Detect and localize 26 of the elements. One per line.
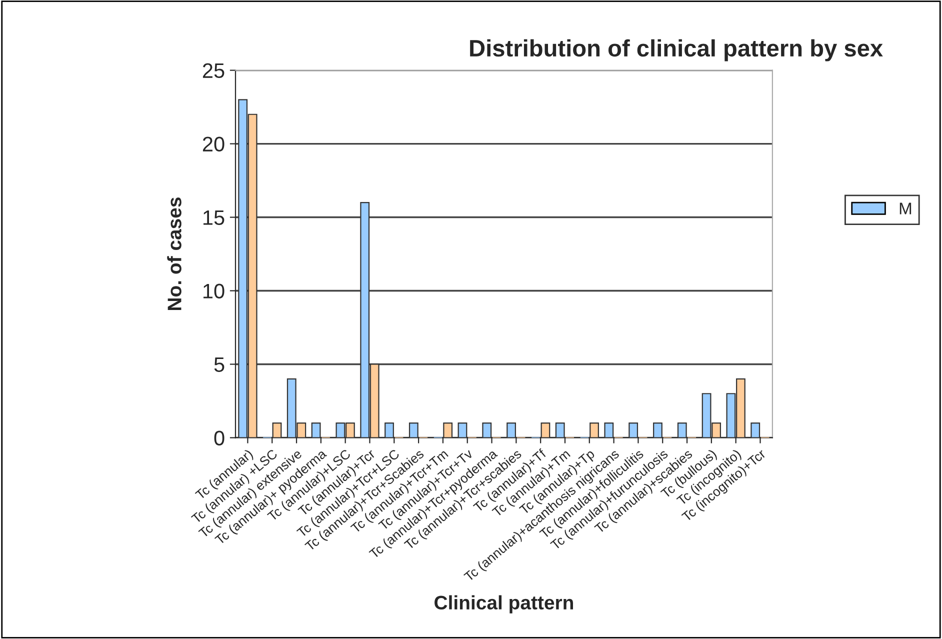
bar bbox=[311, 422, 321, 438]
bar bbox=[628, 422, 638, 438]
bar bbox=[482, 422, 492, 438]
bar bbox=[408, 422, 418, 438]
y-tick-label: 0 bbox=[214, 430, 224, 446]
chart-title: Distribution of clinical pattern by sex bbox=[470, 39, 883, 62]
bar bbox=[555, 422, 565, 438]
bar bbox=[458, 422, 468, 438]
bar bbox=[272, 422, 282, 438]
y-tick-label: 20 bbox=[202, 136, 224, 152]
bar bbox=[443, 422, 453, 438]
y-axis-title: No. of cases bbox=[167, 198, 182, 310]
bar bbox=[604, 422, 614, 438]
y-tick-label: 10 bbox=[204, 284, 224, 298]
bar bbox=[653, 422, 662, 438]
bar bbox=[506, 422, 516, 438]
y-tick-label: 5 bbox=[214, 357, 224, 372]
bar bbox=[590, 422, 599, 438]
bar bbox=[677, 422, 687, 438]
bar bbox=[750, 422, 760, 438]
bar bbox=[384, 422, 394, 438]
x-axis-title: Clinical pattern bbox=[434, 595, 573, 614]
y-tick-label: 25 bbox=[202, 63, 224, 78]
legend-label: M bbox=[900, 202, 912, 214]
bar bbox=[540, 422, 550, 438]
y-tick-label: 15 bbox=[204, 210, 224, 226]
